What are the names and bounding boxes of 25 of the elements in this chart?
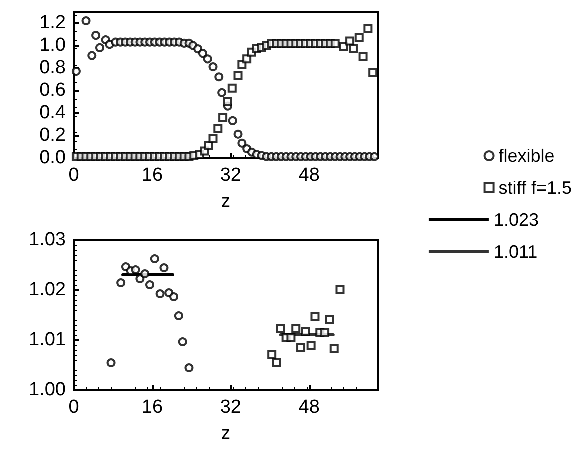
y-tick-label: 1.00 <box>29 380 66 400</box>
x-tick-label: 32 <box>220 165 242 186</box>
y-tick-label: 1.03 <box>29 230 66 250</box>
x-tick-label: 0 <box>68 397 80 418</box>
legend-label: stiff f=1.5 <box>498 178 572 198</box>
y-tick-label: 0.4 <box>40 102 66 124</box>
y-tick-label: 1.01 <box>29 330 66 350</box>
legend-label: 1.023 <box>494 210 540 230</box>
y-tick-label: 0.0 <box>40 148 66 168</box>
legend-label: flexible <box>498 146 555 166</box>
x-tick-label: 48 <box>298 397 320 418</box>
y-tick-label: 0.2 <box>40 125 66 146</box>
x-axis-title: z <box>222 423 230 443</box>
x-tick-label: 16 <box>142 165 164 186</box>
x-axis-title: z <box>222 191 230 211</box>
y-tick-label: 1.02 <box>29 280 66 300</box>
x-tick-label: 0 <box>68 165 80 186</box>
x-tick-label: 16 <box>142 397 164 418</box>
x-tick-label: 48 <box>298 165 320 186</box>
y-tick-label: 1.0 <box>40 35 66 56</box>
y-tick-label: 1.2 <box>40 12 66 34</box>
legend-label: 1.011 <box>494 242 538 262</box>
y-tick-label: 0.6 <box>40 80 66 102</box>
x-tick-label: 32 <box>220 397 242 418</box>
y-tick-label: 0.8 <box>40 58 66 79</box>
